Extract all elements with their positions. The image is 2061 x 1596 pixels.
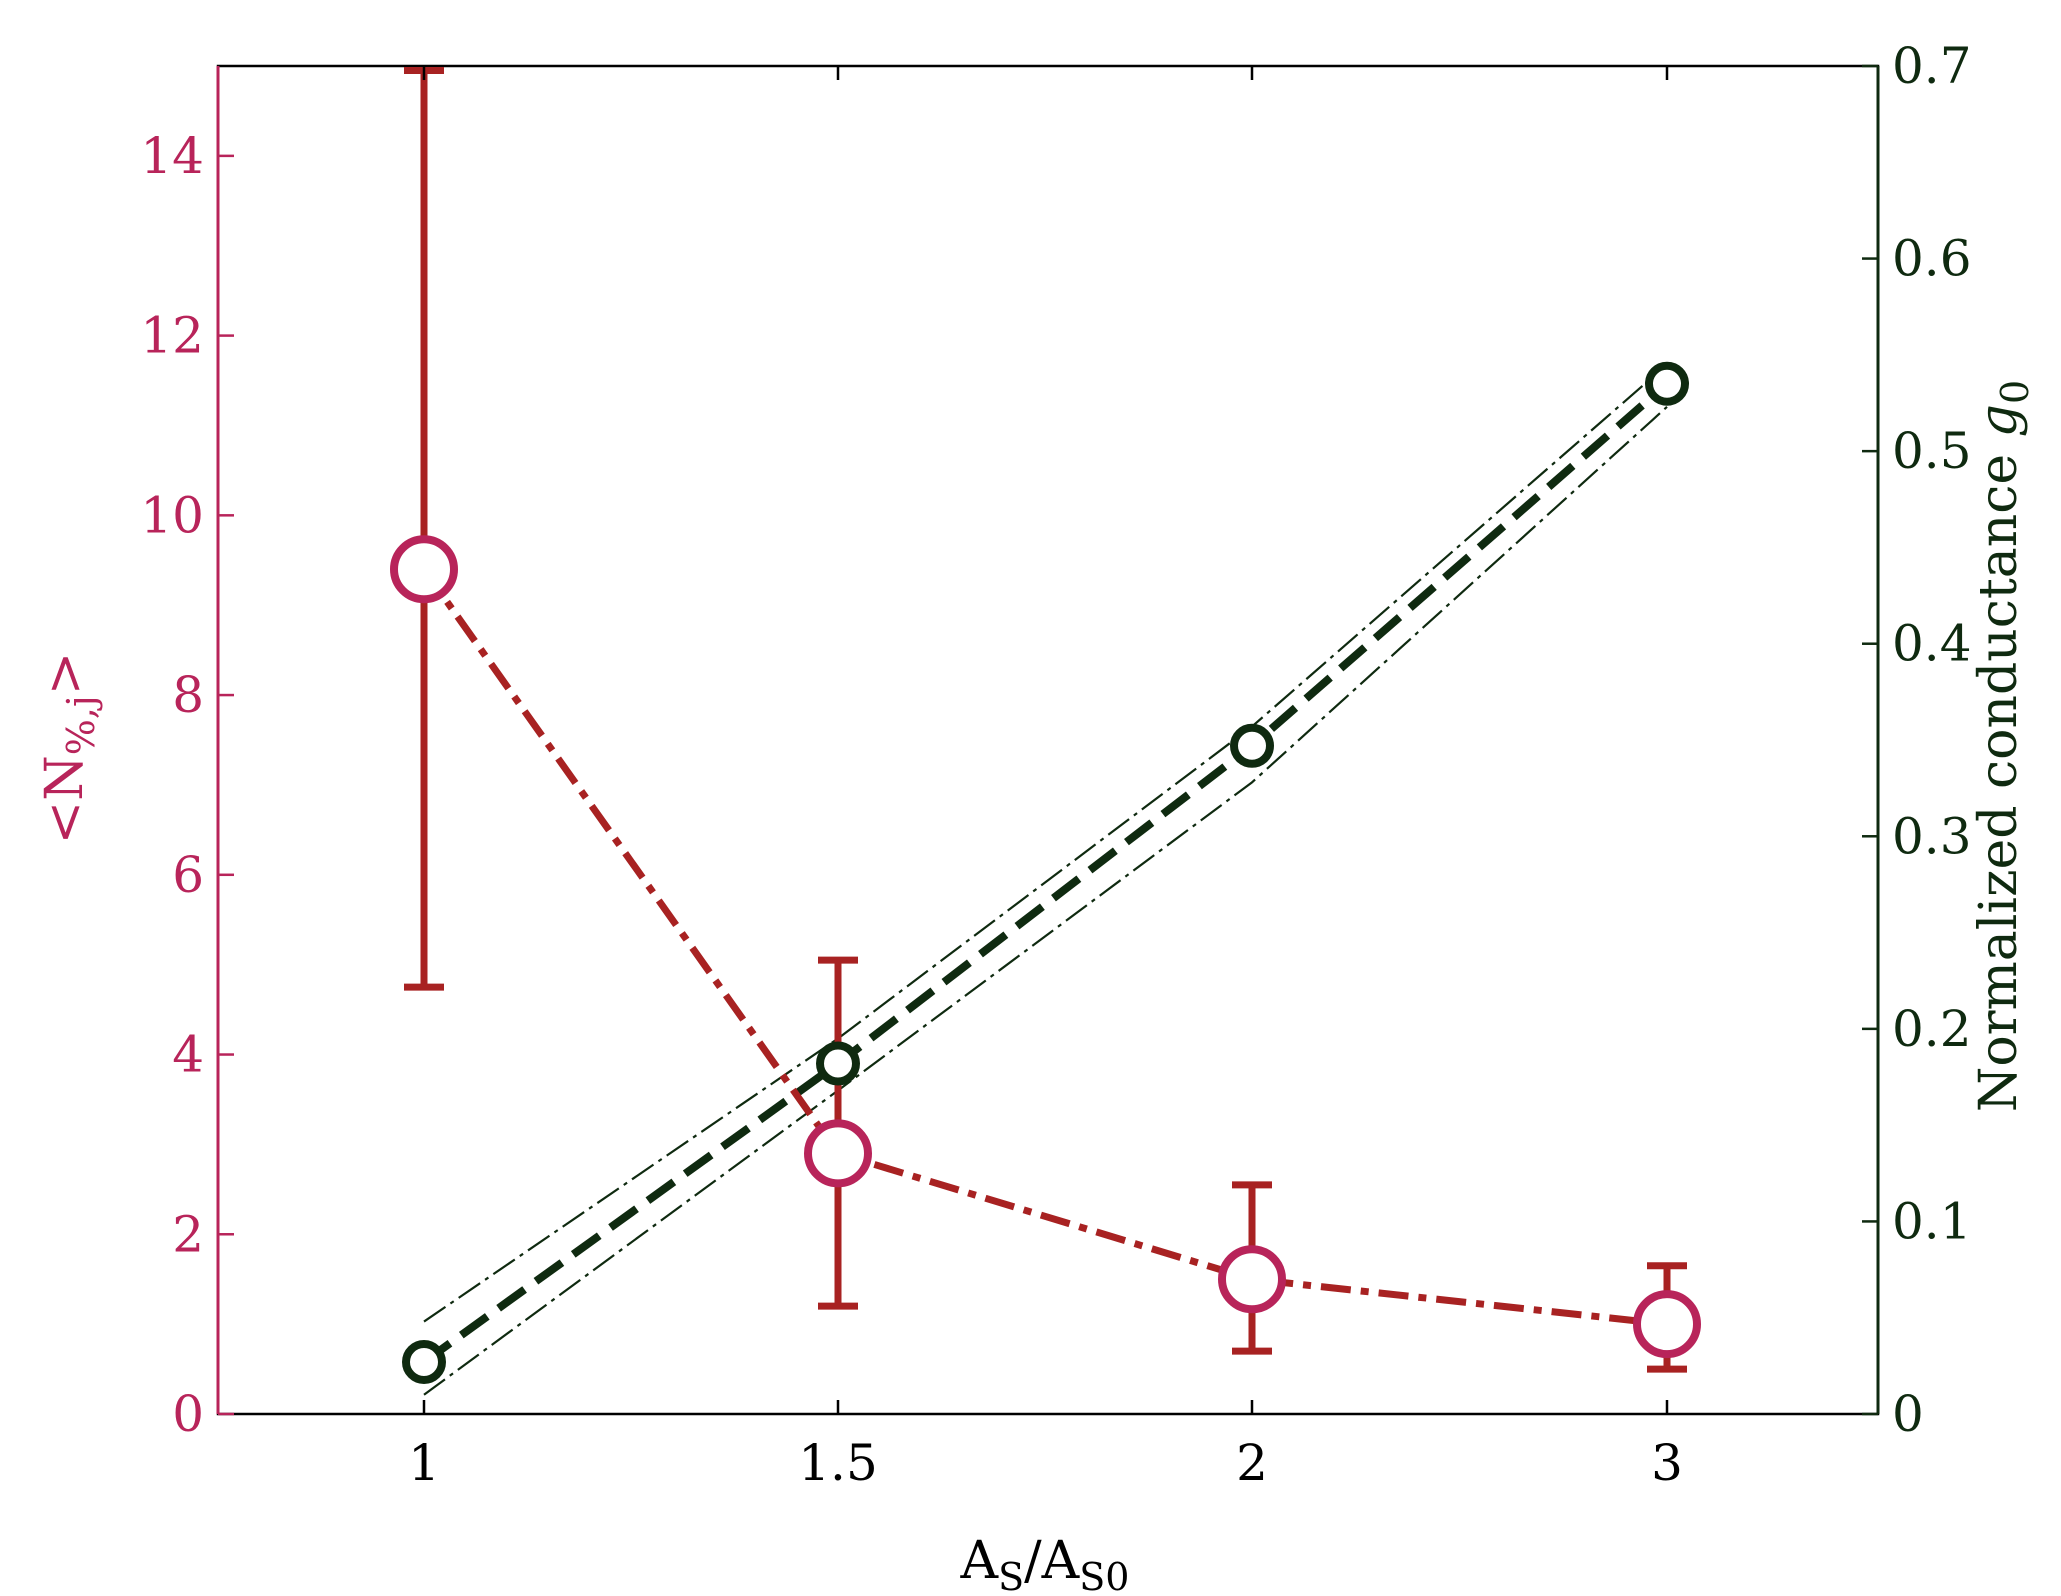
right-tick-label: 0.4	[1892, 615, 1972, 673]
conductance-lower-bound	[423, 406, 1668, 1396]
conductance-point	[402, 1340, 446, 1385]
plot-area-frame	[216, 64, 1880, 1416]
plot-frame	[216, 64, 1880, 1416]
n-point	[804, 1119, 872, 1188]
left-tick-label: 0	[172, 1385, 204, 1443]
right-tick-label: 0.5	[1892, 422, 1972, 480]
x-axis-title: AS/AS0	[960, 1531, 1130, 1596]
left-tick-label: 4	[172, 1026, 204, 1084]
n-series-line	[421, 567, 1668, 1328]
right-tick-label: 0.1	[1892, 1192, 1972, 1250]
left-tick-label: 10	[140, 486, 204, 544]
right-tick-label: 0.2	[1892, 1000, 1972, 1058]
right-tick-label: 0.6	[1892, 230, 1972, 288]
n-point	[1218, 1245, 1286, 1314]
x-tick-label: 1	[408, 1434, 440, 1492]
x-tick-label: 1.5	[798, 1434, 878, 1492]
x-tick-label: 3	[1651, 1434, 1683, 1492]
conductance-point	[1645, 361, 1689, 406]
conductance-point	[1230, 723, 1274, 768]
tick-labels: 1 1.5 2 3 0 2 4 6 8 10 12 14 0 0.1 0.2 0.3 0.4 0.5 0.6 0.7	[140, 37, 1971, 1492]
right-tick-label: 0.3	[1892, 807, 1972, 865]
left-tick-label: 8	[172, 666, 204, 724]
conductance-bounds	[423, 363, 1668, 1396]
markers	[390, 66, 1701, 1385]
n-point	[1633, 1290, 1701, 1359]
left-tick-label: 14	[140, 127, 204, 185]
left-tick-label: 2	[172, 1205, 204, 1263]
right-tick-label: 0	[1892, 1385, 1924, 1443]
left-tick-label: 6	[172, 846, 204, 904]
right-tick-label: 0.7	[1892, 37, 1972, 95]
right-axis-title: Normalized conductance g0	[1969, 380, 2037, 1112]
conductance-series-line	[421, 380, 1670, 1366]
left-axis-title: <N%,j>	[35, 652, 103, 845]
ticks	[218, 64, 1878, 1416]
n-point	[390, 535, 458, 604]
conductance-upper-bound	[423, 363, 1668, 1323]
left-tick-label: 12	[140, 307, 204, 365]
conductance-point	[816, 1041, 860, 1086]
series-lines	[421, 380, 1670, 1366]
x-tick-label: 2	[1236, 1434, 1268, 1492]
